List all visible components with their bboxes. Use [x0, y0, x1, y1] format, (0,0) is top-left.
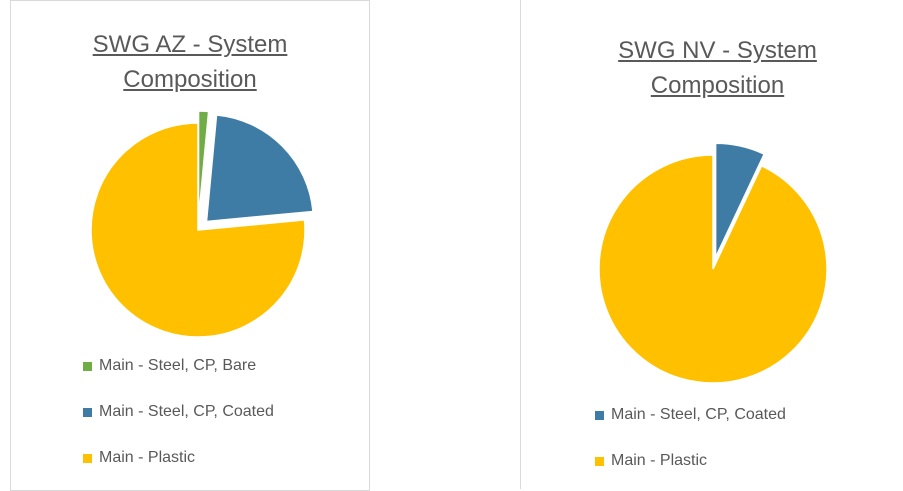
- chart-title: SWG NV - System Composition: [618, 37, 817, 99]
- legend-item: Main - Plastic: [83, 435, 274, 481]
- legend-label: Main - Steel, CP, Bare: [99, 357, 257, 374]
- pie-slice: [90, 122, 306, 338]
- legend-swatch: [83, 453, 92, 463]
- legend-label: Main - Plastic: [611, 452, 708, 469]
- legend-item: Main - Plastic: [595, 438, 786, 484]
- pie-slice: [598, 154, 828, 384]
- legend-item: Main - Steel, CP, Coated: [595, 392, 786, 438]
- legend: Main - Steel, CP, Coated Main - Plastic: [595, 392, 786, 484]
- pie-chart: [598, 142, 828, 384]
- legend-label: Main - Steel, CP, Coated: [99, 403, 274, 420]
- pie-slice: [197, 110, 210, 219]
- legend-swatch: [83, 407, 92, 417]
- legend-item: Main - Steel, CP, Coated: [83, 389, 274, 435]
- legend-item: Main - Steel, CP, Bare: [83, 343, 274, 389]
- legend-label: Main - Plastic: [99, 449, 196, 466]
- legend: Main - Steel, CP, Bare Main - Steel, CP, …: [83, 343, 274, 481]
- legend-label: Main - Steel, CP, Coated: [611, 406, 786, 423]
- legend-swatch: [83, 361, 92, 371]
- legend-swatch: [595, 456, 604, 466]
- pie-slice: [714, 142, 766, 258]
- legend-swatch: [595, 410, 604, 420]
- pie-slice: [205, 114, 314, 223]
- chart-title: SWG AZ - System Composition: [92, 31, 288, 93]
- chart-panel: SWG NV - System Composition Main - Steel…: [520, 0, 903, 489]
- chart-panel: SWG AZ - System Composition Main - Steel…: [10, 0, 370, 491]
- pie-chart: [90, 110, 314, 338]
